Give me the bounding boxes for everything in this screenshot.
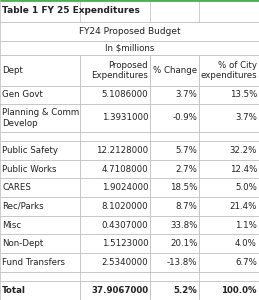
Bar bbox=[0, 40, 259, 55]
Bar bbox=[80, 234, 150, 253]
Bar bbox=[80, 160, 150, 178]
Text: 1.5123000: 1.5123000 bbox=[102, 239, 148, 248]
Text: 13.5%: 13.5% bbox=[229, 90, 257, 99]
Bar bbox=[0, 178, 80, 197]
Text: Rec/Parks: Rec/Parks bbox=[2, 202, 44, 211]
Text: 37.9067000: 37.9067000 bbox=[91, 286, 148, 295]
Bar bbox=[80, 178, 150, 197]
Bar bbox=[199, 104, 259, 131]
Text: 4.7108000: 4.7108000 bbox=[102, 165, 148, 174]
Text: -13.8%: -13.8% bbox=[167, 258, 197, 267]
Text: 5.1086000: 5.1086000 bbox=[102, 90, 148, 99]
Text: Total: Total bbox=[2, 286, 26, 295]
Text: 5.0%: 5.0% bbox=[235, 183, 257, 192]
Bar bbox=[150, 141, 199, 160]
Bar bbox=[80, 216, 150, 234]
Bar bbox=[150, 216, 199, 234]
Bar bbox=[0, 234, 80, 253]
Text: 12.2128000: 12.2128000 bbox=[96, 146, 148, 155]
Text: 4.0%: 4.0% bbox=[235, 239, 257, 248]
Text: 18.5%: 18.5% bbox=[170, 183, 197, 192]
Bar bbox=[80, 104, 150, 131]
Bar bbox=[150, 281, 199, 300]
Bar bbox=[0, 141, 80, 160]
Text: % of City
expenditures: % of City expenditures bbox=[200, 61, 257, 80]
Bar bbox=[150, 104, 199, 131]
Text: Misc: Misc bbox=[2, 220, 21, 230]
Text: FY24 Proposed Budget: FY24 Proposed Budget bbox=[79, 27, 180, 36]
Text: 8.1020000: 8.1020000 bbox=[102, 202, 148, 211]
Bar bbox=[199, 141, 259, 160]
Bar bbox=[80, 281, 150, 300]
Bar bbox=[150, 197, 199, 216]
Text: Proposed
Expenditures: Proposed Expenditures bbox=[91, 61, 148, 80]
Bar bbox=[0, 197, 80, 216]
Bar bbox=[0, 0, 259, 22]
Bar bbox=[0, 131, 259, 141]
Text: Fund Transfers: Fund Transfers bbox=[2, 258, 65, 267]
Text: 100.0%: 100.0% bbox=[221, 286, 257, 295]
Text: 33.8%: 33.8% bbox=[170, 220, 197, 230]
Bar bbox=[0, 281, 80, 300]
Text: Public Works: Public Works bbox=[2, 165, 56, 174]
Bar bbox=[199, 160, 259, 178]
Text: 6.7%: 6.7% bbox=[235, 258, 257, 267]
Text: 1.3931000: 1.3931000 bbox=[102, 113, 148, 122]
Bar bbox=[199, 253, 259, 272]
Bar bbox=[199, 234, 259, 253]
Bar bbox=[199, 85, 259, 104]
Bar bbox=[0, 104, 80, 131]
Bar bbox=[150, 55, 199, 86]
Bar bbox=[150, 178, 199, 197]
Bar bbox=[80, 253, 150, 272]
Text: 3.7%: 3.7% bbox=[176, 90, 197, 99]
Bar bbox=[199, 197, 259, 216]
Text: 2.7%: 2.7% bbox=[176, 165, 197, 174]
Bar bbox=[150, 253, 199, 272]
Text: Planning & Comm
Develop: Planning & Comm Develop bbox=[2, 108, 79, 128]
Bar bbox=[0, 85, 80, 104]
Bar bbox=[0, 55, 80, 86]
Bar bbox=[150, 160, 199, 178]
Bar bbox=[80, 141, 150, 160]
Text: Gen Govt: Gen Govt bbox=[2, 90, 43, 99]
Text: 0.4307000: 0.4307000 bbox=[102, 220, 148, 230]
Text: Table 1 FY 25 Expenditures: Table 1 FY 25 Expenditures bbox=[2, 6, 140, 15]
Text: 5.2%: 5.2% bbox=[174, 286, 197, 295]
Text: 20.1%: 20.1% bbox=[170, 239, 197, 248]
Text: 1.1%: 1.1% bbox=[235, 220, 257, 230]
Bar bbox=[199, 178, 259, 197]
Text: CARES: CARES bbox=[2, 183, 31, 192]
Text: 5.7%: 5.7% bbox=[176, 146, 197, 155]
Bar bbox=[199, 216, 259, 234]
Bar bbox=[80, 55, 150, 86]
Text: 12.4%: 12.4% bbox=[229, 165, 257, 174]
Bar bbox=[0, 272, 259, 281]
Text: 32.2%: 32.2% bbox=[229, 146, 257, 155]
Text: 3.7%: 3.7% bbox=[235, 113, 257, 122]
Bar bbox=[0, 22, 259, 40]
Bar bbox=[150, 234, 199, 253]
Text: In $millions: In $millions bbox=[105, 43, 154, 52]
Text: 1.9024000: 1.9024000 bbox=[102, 183, 148, 192]
Text: Dept: Dept bbox=[2, 66, 23, 75]
Bar bbox=[0, 160, 80, 178]
Bar bbox=[199, 55, 259, 86]
Bar bbox=[0, 253, 80, 272]
Text: Public Safety: Public Safety bbox=[2, 146, 58, 155]
Bar bbox=[0, 216, 80, 234]
Text: 8.7%: 8.7% bbox=[176, 202, 197, 211]
Text: -0.9%: -0.9% bbox=[172, 113, 197, 122]
Bar bbox=[150, 85, 199, 104]
Bar bbox=[80, 85, 150, 104]
Text: % Change: % Change bbox=[153, 66, 197, 75]
Text: Non-Dept: Non-Dept bbox=[2, 239, 43, 248]
Text: 21.4%: 21.4% bbox=[229, 202, 257, 211]
Bar bbox=[80, 197, 150, 216]
Text: 2.5340000: 2.5340000 bbox=[102, 258, 148, 267]
Bar bbox=[199, 281, 259, 300]
